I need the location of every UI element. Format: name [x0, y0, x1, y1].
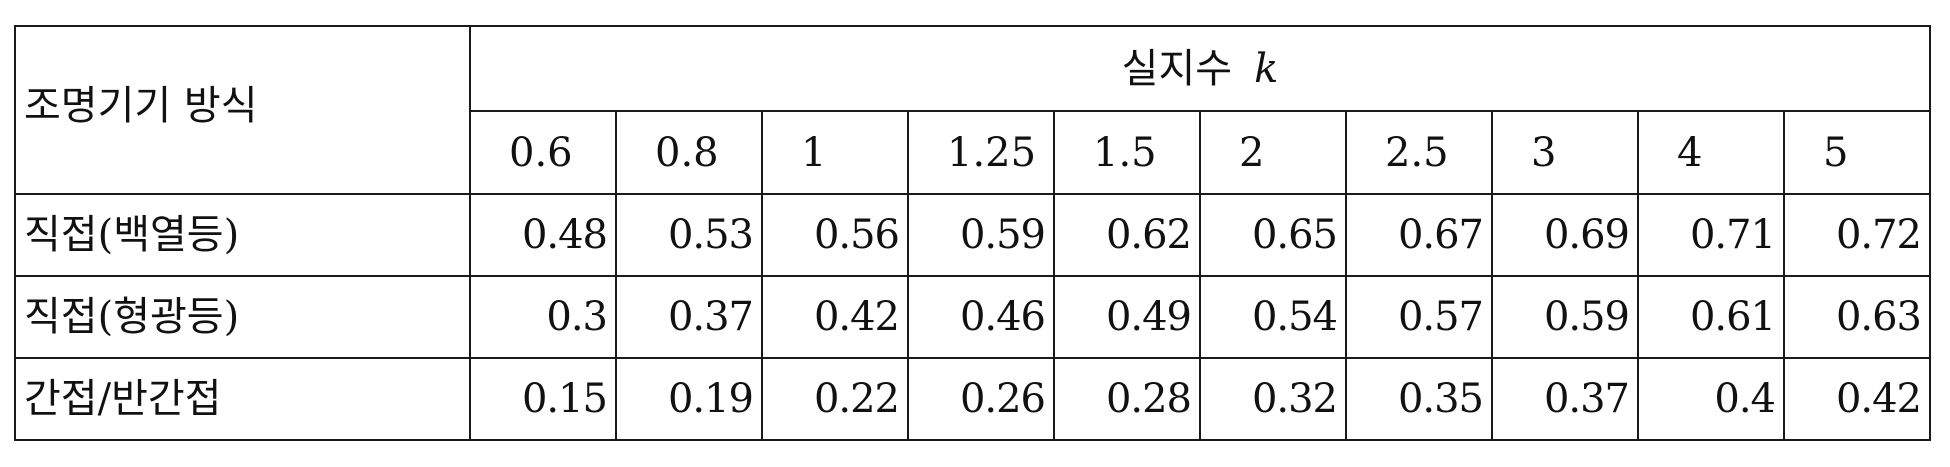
table-cell: 0.61 — [1637, 275, 1785, 359]
row-label: 직접(백열등) — [14, 193, 471, 277]
row-header-label: 조명기기 방식 — [14, 25, 471, 195]
table-cell: 0.69 — [1491, 193, 1639, 277]
k-value-header: 1 — [761, 110, 909, 195]
k-header-label: 실지수 — [1121, 45, 1233, 92]
utilization-factor-table: 조명기기 방식 실지수 k 0.6 0.8 1 1.25 1.5 2 2.5 3 4 5 직접(백열… — [14, 25, 1931, 441]
k-value-header: 4 — [1637, 110, 1785, 195]
table-cell: 0.28 — [1053, 357, 1201, 441]
k-value-header: 0.6 — [469, 110, 617, 195]
k-value-header: 3 — [1491, 110, 1639, 195]
k-value-header: 5 — [1783, 110, 1931, 195]
k-symbol: k — [1254, 45, 1279, 92]
table-cell: 0.71 — [1637, 193, 1785, 277]
table-cell: 0.46 — [907, 275, 1055, 359]
table-cell: 0.59 — [907, 193, 1055, 277]
table-cell: 0.72 — [1783, 193, 1931, 277]
utilization-factor-table-container: 조명기기 방식 실지수 k 0.6 0.8 1 1.25 1.5 2 2.5 3 4 5 직접(백열… — [14, 25, 1931, 441]
table-cell: 0.67 — [1345, 193, 1493, 277]
table-cell: 0.49 — [1053, 275, 1201, 359]
table-cell: 0.56 — [761, 193, 909, 277]
table-cell: 0.59 — [1491, 275, 1639, 359]
table-cell: 0.42 — [761, 275, 909, 359]
header-row-k-values: 0.6 0.8 1 1.25 1.5 2 2.5 3 4 5 — [15, 110, 1931, 195]
table-cell: 0.22 — [761, 357, 909, 441]
table-cell: 0.42 — [1783, 357, 1931, 441]
table-cell: 0.35 — [1345, 357, 1493, 441]
table-cell: 0.4 — [1637, 357, 1785, 441]
table-cell: 0.15 — [469, 357, 617, 441]
table-cell: 0.37 — [1491, 357, 1639, 441]
table-cell: 0.37 — [615, 275, 763, 359]
header-row-top: 조명기기 방식 실지수 k — [14, 25, 1931, 195]
table-body: 조명기기 방식 실지수 k 0.6 0.8 1 1.25 1.5 2 2.5 3 4 5 직접(백열… — [14, 25, 1931, 441]
k-header-cell: 실지수 k — [469, 25, 1931, 112]
k-value-header: 1.25 — [907, 110, 1055, 195]
table-cell: 0.48 — [469, 193, 617, 277]
table-row: 직접(백열등) 0.48 0.53 0.56 0.59 0.62 0.65 0.67 0.69 0… — [14, 193, 1931, 277]
table-cell: 0.54 — [1199, 275, 1347, 359]
table-cell: 0.32 — [1199, 357, 1347, 441]
table-row: 직접(형광등) 0.3 0.37 0.42 0.46 0.49 0.54 0.57 0.59 0.… — [14, 275, 1931, 359]
k-value-header: 2.5 — [1345, 110, 1493, 195]
table-cell: 0.57 — [1345, 275, 1493, 359]
k-value-header: 0.8 — [615, 110, 763, 195]
row-label: 직접(형광등) — [14, 275, 471, 359]
table-cell: 0.3 — [469, 275, 617, 359]
table-cell: 0.53 — [615, 193, 763, 277]
k-value-header: 2 — [1199, 110, 1347, 195]
row-label: 간접/반간접 — [14, 357, 471, 441]
k-value-header: 1.5 — [1053, 110, 1201, 195]
table-row: 간접/반간접 0.15 0.19 0.22 0.26 0.28 0.32 0.35 0.37 0.… — [14, 357, 1931, 441]
table-cell: 0.19 — [615, 357, 763, 441]
table-cell: 0.63 — [1783, 275, 1931, 359]
table-cell: 0.65 — [1199, 193, 1347, 277]
table-cell: 0.26 — [907, 357, 1055, 441]
table-cell: 0.62 — [1053, 193, 1201, 277]
